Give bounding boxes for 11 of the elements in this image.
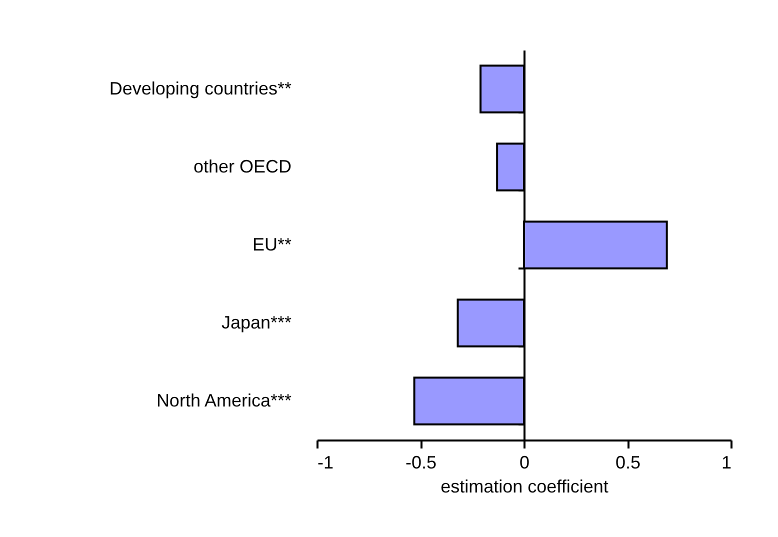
x-tick-label: -0.5: [405, 452, 437, 472]
x-tick-label: 0: [519, 452, 530, 472]
x-axis-title: estimation coefficient: [440, 476, 608, 496]
x-tick-label: 1: [721, 452, 732, 472]
x-tick-label: -1: [318, 452, 334, 472]
y-tick-label: North America***: [156, 390, 292, 410]
y-tick-label: other OECD: [193, 156, 292, 176]
y-tick-label: Developing countries**: [109, 78, 292, 98]
y-tick-label: EU**: [252, 234, 292, 254]
x-tick-label: 0.5: [615, 452, 641, 472]
y-tick-label: Japan***: [221, 312, 292, 332]
